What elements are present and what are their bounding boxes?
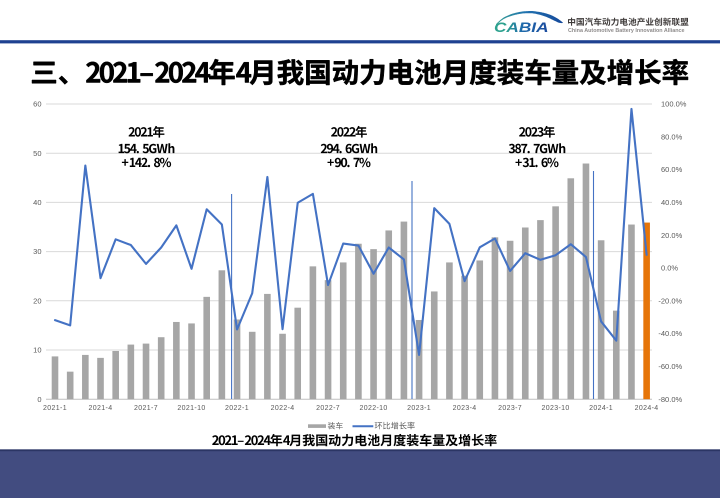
svg-text:-20.0%: -20.0% — [658, 296, 682, 305]
svg-text:2021-1: 2021-1 — [43, 405, 67, 412]
svg-text:80.0%: 80.0% — [661, 132, 683, 141]
svg-text:40: 40 — [33, 198, 41, 207]
svg-text:2023-4: 2023-4 — [453, 405, 477, 412]
svg-text:CABIA: CABIA — [494, 20, 549, 35]
svg-text:2023-10: 2023-10 — [542, 405, 570, 412]
svg-text:20: 20 — [33, 296, 41, 305]
svg-text:40.0%: 40.0% — [661, 198, 683, 207]
svg-text:2023-7: 2023-7 — [498, 405, 522, 412]
svg-text:2022-7: 2022-7 — [316, 405, 340, 412]
svg-text:60: 60 — [33, 100, 41, 109]
svg-text:0.0%: 0.0% — [661, 264, 678, 273]
svg-text:0: 0 — [37, 395, 41, 404]
svg-text:-60.0%: -60.0% — [658, 362, 682, 371]
svg-text:2022-4: 2022-4 — [271, 405, 295, 412]
svg-text:2022-10: 2022-10 — [360, 405, 388, 412]
svg-text:2021-7: 2021-7 — [134, 405, 158, 412]
svg-text:2022-1: 2022-1 — [225, 405, 249, 412]
svg-text:2021-10: 2021-10 — [177, 405, 205, 412]
svg-text:50: 50 — [33, 149, 41, 158]
svg-text:2021-4: 2021-4 — [89, 405, 113, 412]
svg-text:20.0%: 20.0% — [661, 231, 683, 240]
svg-text:100.0%: 100.0% — [661, 100, 687, 109]
svg-text:10: 10 — [33, 346, 41, 355]
svg-text:-80.0%: -80.0% — [658, 395, 682, 404]
svg-text:2023-1: 2023-1 — [407, 405, 431, 412]
svg-text:30: 30 — [33, 247, 41, 256]
svg-text:60.0%: 60.0% — [661, 165, 683, 174]
svg-text:China Automotive Battery Innov: China Automotive Battery Innovation Alli… — [568, 28, 685, 34]
svg-text:-40.0%: -40.0% — [658, 329, 682, 338]
svg-text:2024-1: 2024-1 — [589, 405, 613, 412]
svg-text:2024-4: 2024-4 — [635, 405, 659, 412]
